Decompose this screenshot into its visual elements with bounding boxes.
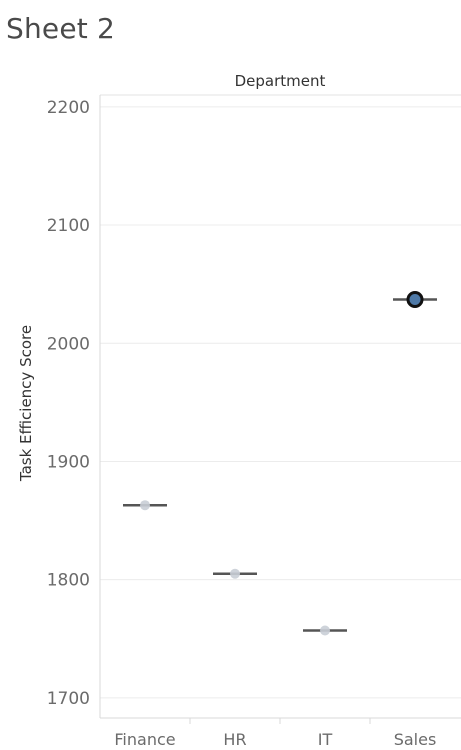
y-tick-label: 1700	[47, 689, 90, 709]
y-axis-title: Task Efficiency Score	[17, 325, 35, 482]
sheet-title: Sheet 2	[6, 12, 116, 45]
data-point[interactable]	[140, 500, 150, 511]
y-tick-label: 2000	[47, 334, 90, 354]
column-header-label: Department	[235, 72, 326, 90]
y-axis-ticks: 1700 1800 1900 2000 2100 2200	[47, 98, 90, 709]
gridlines	[100, 106, 461, 699]
x-tick-label: HR	[223, 730, 246, 749]
data-point[interactable]	[230, 568, 240, 579]
x-tick-label: Sales	[394, 730, 437, 749]
y-tick-label: 2200	[47, 98, 90, 118]
x-tick-label: IT	[318, 730, 333, 749]
y-tick-label: 1900	[47, 452, 90, 472]
data-point[interactable]	[320, 625, 330, 636]
x-axis-ticks: Finance HR IT Sales	[114, 718, 436, 749]
chart-marks	[123, 291, 437, 636]
data-point-selected[interactable]	[406, 291, 424, 309]
y-tick-label: 2100	[47, 216, 90, 236]
y-tick-label: 1800	[47, 571, 90, 591]
x-tick-label: Finance	[114, 730, 175, 749]
